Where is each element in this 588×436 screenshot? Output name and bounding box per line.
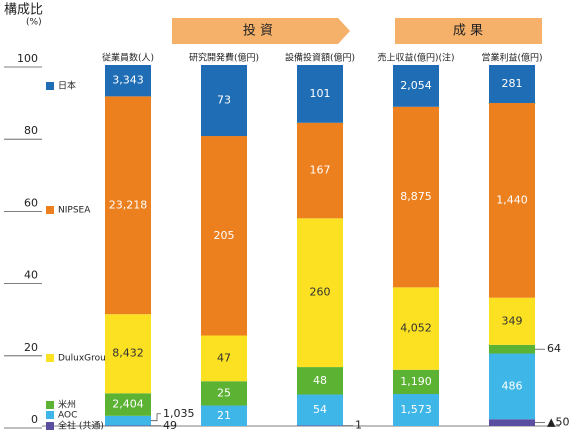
data-label: 25 — [217, 386, 231, 399]
data-label: 49 — [163, 419, 177, 432]
bar-segment — [297, 218, 343, 368]
bar-segment — [489, 419, 535, 426]
bar-segment — [201, 136, 247, 336]
y-tick-label: 60 — [24, 196, 38, 209]
data-label: 1,440 — [496, 193, 528, 206]
legend-swatch — [46, 422, 54, 430]
y-tick-label: 100 — [17, 52, 38, 65]
bar-segment — [489, 344, 535, 354]
legend-swatch — [46, 401, 54, 409]
data-label: 101 — [310, 87, 331, 100]
legend-label: 日本 — [58, 80, 76, 92]
data-label: 2,054 — [400, 79, 432, 92]
data-label: 1 — [355, 419, 362, 432]
data-label: 23,218 — [109, 198, 148, 211]
data-label: 48 — [313, 374, 327, 387]
data-label: 64 — [547, 342, 561, 355]
data-label: 2,404 — [112, 398, 144, 411]
y-title: 構成比 — [4, 3, 43, 18]
x-tick-label: 売上収益(億円)(注) — [377, 52, 454, 64]
bar-segment — [489, 102, 535, 298]
bar-segment — [297, 367, 343, 395]
data-label: 167 — [310, 164, 331, 177]
bar-segment — [105, 96, 151, 315]
data-label: 486 — [502, 379, 523, 392]
data-label: 1,035 — [163, 407, 195, 420]
bar-segment — [297, 122, 343, 219]
bar-segment — [393, 393, 439, 426]
legend-swatch — [46, 206, 54, 214]
data-label: 21 — [217, 409, 231, 422]
x-tick-label: 研究開発費(億円) — [189, 52, 259, 64]
bar-segment — [201, 381, 247, 406]
data-label: 73 — [217, 94, 231, 107]
group-label: 成 果 — [453, 24, 483, 39]
data-label: 4,052 — [400, 322, 432, 335]
y-tick-label: 0 — [31, 413, 38, 426]
legend-swatch — [46, 82, 54, 90]
data-label: 8,432 — [112, 347, 144, 360]
legend-label: 全社 (共通) — [58, 420, 104, 432]
data-label: 349 — [502, 314, 523, 327]
y-unit: (%) — [26, 18, 42, 28]
bar-segment — [297, 65, 343, 123]
legend-label: 米州 — [58, 399, 76, 411]
bar-segment — [105, 393, 151, 416]
bar-segment — [297, 394, 343, 426]
bar-segment — [201, 65, 247, 137]
bar-segment — [489, 65, 535, 103]
legend-label: AOC — [58, 411, 77, 421]
leader-line — [151, 413, 161, 422]
bar-segment — [489, 297, 535, 345]
bar-segment — [393, 65, 439, 107]
bar-segment — [201, 335, 247, 382]
data-label: 3,343 — [112, 74, 144, 87]
y-tick-label: 40 — [24, 269, 38, 282]
bar-segment — [393, 369, 439, 394]
data-label: 1,190 — [400, 375, 432, 388]
legend-swatch — [46, 354, 54, 362]
x-tick-label: 従業員数(人) — [102, 52, 154, 64]
bar-segment — [105, 65, 151, 97]
data-label: 260 — [310, 286, 331, 299]
x-tick-label: 営業利益(億円) — [481, 52, 542, 64]
bar-segment — [489, 353, 535, 420]
legend-label: NIPSEA — [58, 206, 91, 216]
bar-segment — [297, 425, 343, 426]
bar-segment — [105, 314, 151, 394]
bar-segment — [201, 405, 247, 426]
legend-swatch — [46, 411, 54, 419]
group-label: 投 資 — [243, 23, 273, 39]
legend-label: DuluxGroup — [58, 354, 112, 364]
x-tick-label: 設備投資額(億円) — [285, 52, 355, 64]
data-label: 54 — [313, 403, 327, 416]
data-label: 8,875 — [400, 190, 432, 203]
group-arrow — [172, 18, 350, 44]
data-label: 205 — [214, 229, 235, 242]
data-label: 47 — [217, 351, 231, 364]
group-box — [395, 18, 542, 44]
bar-segment — [105, 415, 151, 426]
data-label: ▲50 — [547, 416, 569, 429]
y-tick-label: 20 — [24, 341, 38, 354]
bar-segment — [393, 106, 439, 288]
data-label: 281 — [502, 77, 523, 90]
y-tick-label: 80 — [24, 124, 38, 137]
data-label: 1,573 — [400, 403, 432, 416]
bar-segment — [393, 287, 439, 370]
